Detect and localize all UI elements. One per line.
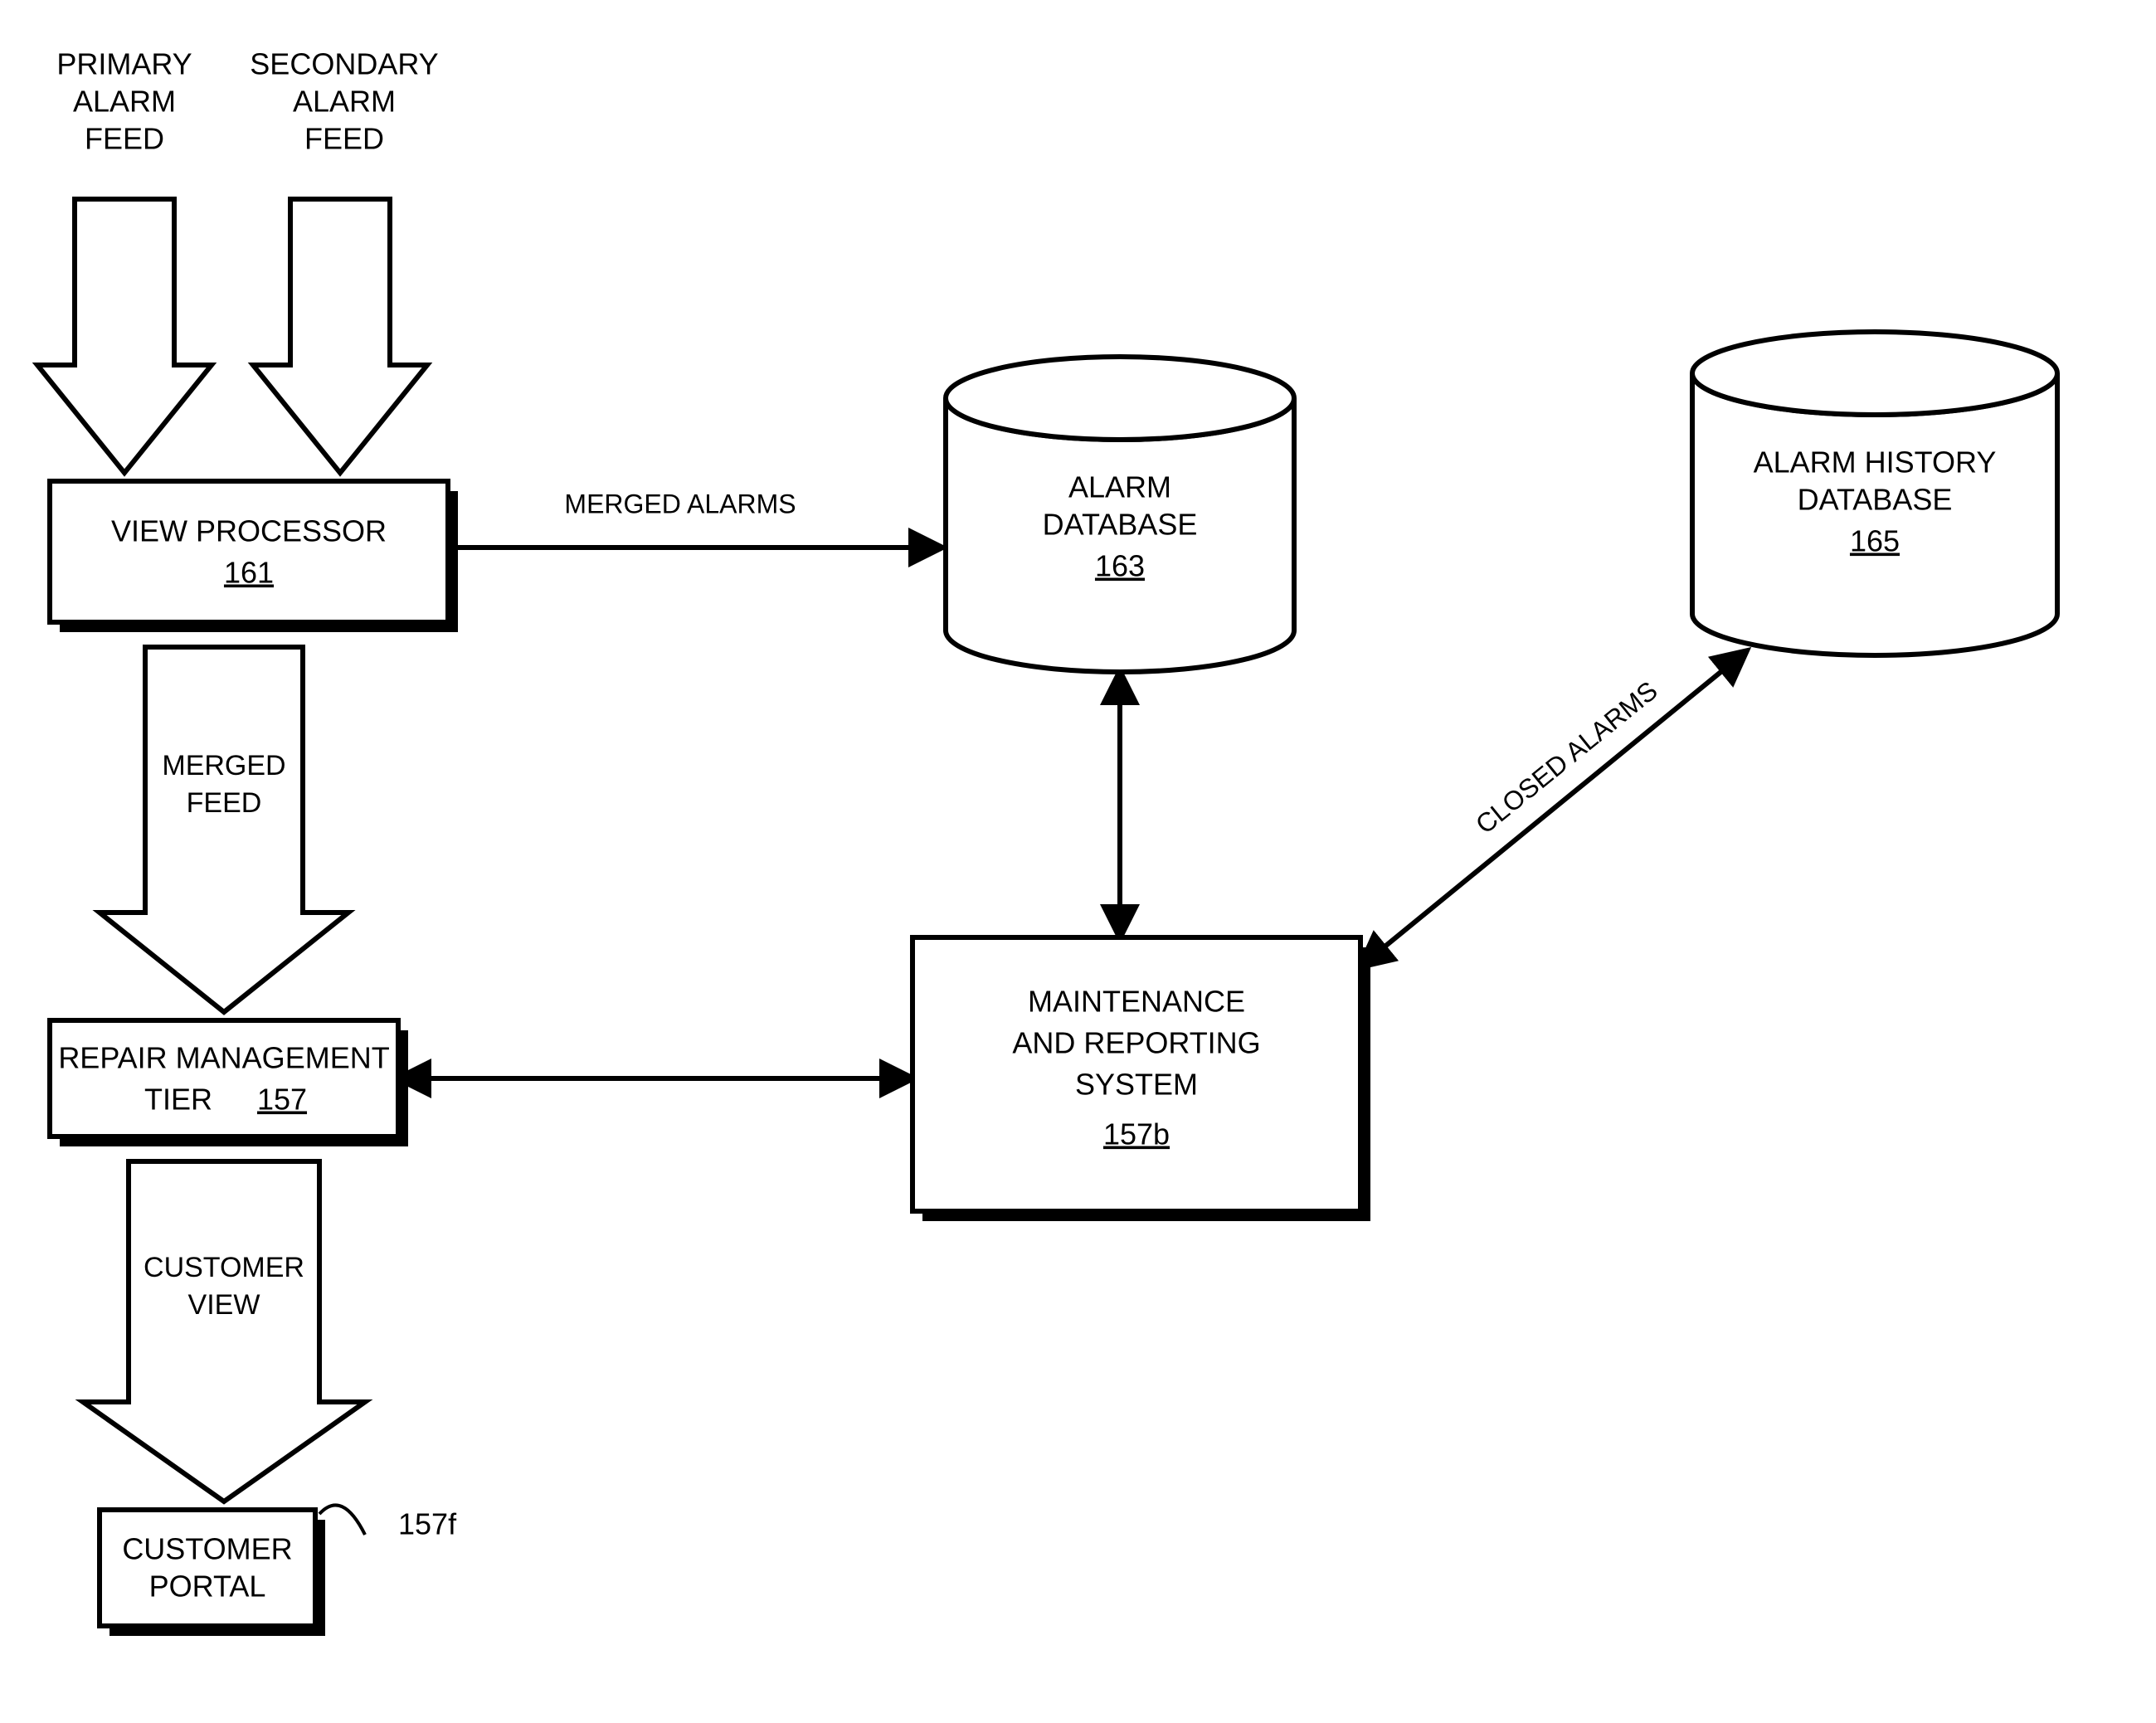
repair-management-tier-box <box>50 1020 408 1146</box>
customer-view-label: CUSTOMER <box>144 1252 304 1283</box>
diagram-label: FEED <box>187 787 262 819</box>
maintenance-ref: 157b <box>1103 1117 1170 1151</box>
diagram-label: AND REPORTING <box>1012 1026 1260 1060</box>
merged-feed-arrow <box>100 647 348 1012</box>
diagram-label: ALARM <box>293 85 396 119</box>
repair-mgmt-ref: 157 <box>257 1083 307 1117</box>
diagram-label: PORTAL <box>149 1570 266 1604</box>
merged-alarms-label: MERGED ALARMS <box>564 489 796 518</box>
diagram-label: FEED <box>85 122 164 156</box>
diagram-label: SYSTEM <box>1075 1068 1198 1102</box>
diagram-label: TIER <box>144 1083 212 1117</box>
diagram-label: DATABASE <box>1043 508 1198 542</box>
repair-mgmt-label: REPAIR MANAGEMENT <box>58 1041 389 1075</box>
closed-alarms-label: CLOSED ALARMS <box>1470 675 1663 840</box>
customer-view-arrow <box>83 1161 365 1502</box>
primary-feed-label: PRIMARY <box>56 47 192 81</box>
customer-portal-ref-leader <box>319 1505 365 1535</box>
alarm-history-ref: 165 <box>1850 524 1900 558</box>
maintenance-label: MAINTENANCE <box>1028 985 1245 1019</box>
alarm-db-ref: 163 <box>1095 549 1145 583</box>
diagram-label: ALARM <box>73 85 176 119</box>
secondary-feed-arrow <box>253 199 427 473</box>
view-processor-label: VIEW PROCESSOR <box>111 514 387 548</box>
diagram-label: DATABASE <box>1798 483 1953 517</box>
diagram-label: VIEW <box>188 1289 260 1321</box>
maint-to-history <box>1360 651 1746 966</box>
view-processor-ref: 161 <box>224 556 274 590</box>
secondary-feed-label: SECONDARY <box>250 47 438 81</box>
customer-portal-ref: 157f <box>398 1507 457 1541</box>
merged-feed-label: MERGED <box>162 750 285 781</box>
diagram-label: FEED <box>304 122 384 156</box>
primary-feed-arrow <box>37 199 212 473</box>
alarm-db-label: ALARM <box>1068 470 1171 504</box>
customer-portal-label: CUSTOMER <box>122 1532 292 1566</box>
alarm-history-label: ALARM HISTORY <box>1754 445 1997 479</box>
